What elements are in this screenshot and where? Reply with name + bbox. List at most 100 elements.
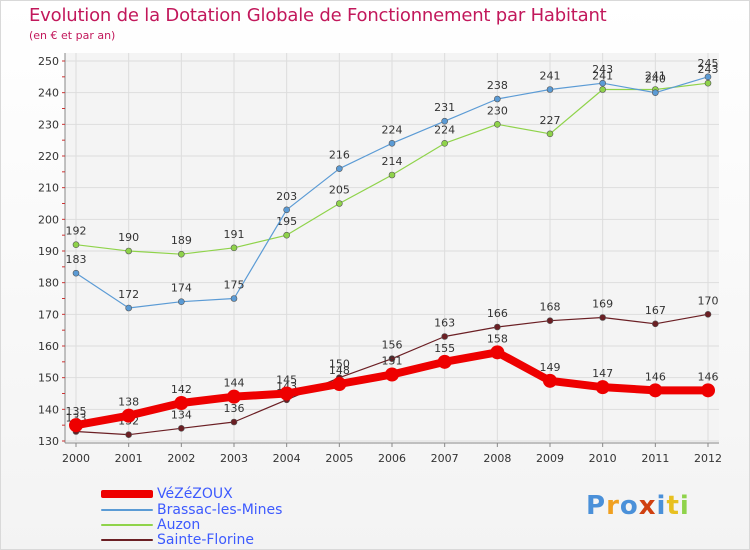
legend-item-brassac-les-mines: Brassac-les-Mines — [101, 502, 282, 518]
data-point-brassac-les-mines — [72, 269, 80, 277]
data-label-vezezoux: 149 — [540, 361, 561, 374]
data-point-vezezoux — [121, 408, 136, 423]
data-point-vezezoux — [595, 380, 610, 395]
data-label-sainte-florine: 163 — [434, 317, 455, 330]
data-label-brassac-les-mines: 172 — [118, 288, 139, 301]
data-point-brassac-les-mines — [178, 298, 185, 305]
legend-label-brassac-les-mines: Brassac-les-Mines — [157, 502, 283, 518]
data-point-sainte-florine — [599, 314, 606, 321]
data-point-vezezoux — [174, 396, 189, 410]
data-label-brassac-les-mines: 216 — [329, 149, 350, 162]
legend-label-auzon: Auzon — [157, 517, 201, 533]
data-label-sainte-florine: 150 — [329, 358, 350, 371]
y-tick-label: 180 — [38, 277, 59, 290]
x-tick-label: 2010 — [589, 452, 617, 465]
data-label-brassac-les-mines: 243 — [592, 63, 613, 76]
y-tick-label: 210 — [38, 182, 59, 195]
y-tick-label: 130 — [38, 435, 59, 448]
data-point-vezezoux — [69, 418, 83, 433]
y-tick-label: 160 — [38, 340, 59, 353]
x-tick-label: 2008 — [483, 452, 511, 465]
data-point-vezezoux — [648, 383, 663, 398]
data-label-brassac-les-mines: 183 — [66, 253, 87, 266]
data-point-brassac-les-mines — [599, 79, 606, 87]
legend-swatch-auzon — [101, 524, 153, 526]
x-tick-label: 2001 — [115, 452, 143, 465]
x-tick-label: 2007 — [431, 452, 459, 465]
data-label-vezezoux: 145 — [276, 374, 297, 387]
data-label-auzon: 243 — [698, 63, 719, 76]
data-label-vezezoux: 135 — [66, 405, 87, 418]
data-label-auzon: 241 — [645, 70, 666, 83]
logo-letter: r — [606, 491, 620, 521]
legend-label-vezezoux: VéZéZOUX — [157, 486, 233, 502]
data-point-vezezoux — [279, 386, 294, 401]
data-label-auzon: 224 — [434, 123, 455, 136]
proxiti-logo: Proxiti — [586, 491, 690, 521]
data-label-brassac-les-mines: 203 — [276, 190, 297, 203]
x-tick-label: 2012 — [694, 452, 722, 465]
y-tick-label: 140 — [38, 403, 59, 416]
data-label-sainte-florine: 167 — [645, 304, 666, 317]
data-point-auzon — [336, 200, 343, 207]
data-label-brassac-les-mines: 238 — [487, 79, 508, 92]
data-label-vezezoux: 144 — [224, 377, 245, 390]
data-label-auzon: 230 — [487, 104, 508, 117]
data-point-vezezoux — [332, 377, 347, 391]
data-label-sainte-florine: 136 — [224, 402, 245, 415]
data-point-vezezoux — [490, 345, 505, 360]
legend-swatch-brassac-les-mines — [101, 509, 153, 511]
data-point-auzon — [125, 247, 132, 255]
data-point-sainte-florine — [441, 333, 448, 340]
data-point-sainte-florine — [230, 418, 238, 426]
logo-letter: t — [666, 491, 680, 521]
data-point-sainte-florine — [652, 320, 659, 328]
data-point-brassac-les-mines — [494, 95, 501, 103]
logo-letter: P — [586, 491, 607, 521]
data-point-brassac-les-mines — [652, 89, 659, 96]
data-label-brassac-les-mines: 175 — [224, 279, 245, 292]
logo-letter: o — [619, 491, 639, 521]
x-tick-label: 2006 — [378, 452, 406, 465]
data-point-brassac-les-mines — [336, 165, 343, 172]
y-tick-label: 240 — [38, 87, 59, 100]
data-label-sainte-florine: 170 — [698, 294, 719, 307]
x-tick-label: 2003 — [220, 452, 248, 465]
data-point-brassac-les-mines — [388, 140, 396, 147]
data-point-auzon — [494, 121, 501, 128]
data-label-brassac-les-mines: 174 — [171, 282, 192, 295]
x-tick-label: 2009 — [536, 452, 564, 465]
legend-label-sainte-florine: Sainte-Florine — [157, 532, 255, 548]
data-label-sainte-florine: 156 — [382, 339, 403, 352]
data-label-auzon: 191 — [224, 228, 245, 241]
y-tick-label: 220 — [38, 150, 59, 163]
data-label-vezezoux: 158 — [487, 332, 508, 345]
data-point-brassac-les-mines — [704, 73, 712, 81]
data-point-brassac-les-mines — [546, 86, 554, 93]
data-label-sainte-florine: 168 — [540, 301, 561, 314]
chart-subtitle: (en € et par an) — [29, 29, 116, 42]
legend-item-sainte-florine: Sainte-Florine — [101, 532, 254, 548]
data-point-sainte-florine — [125, 431, 132, 438]
legend-item-auzon: Auzon — [101, 517, 200, 533]
data-label-auzon: 241 — [592, 70, 613, 83]
data-label-brassac-les-mines: 240 — [645, 73, 666, 86]
data-point-vezezoux — [385, 367, 399, 382]
legend-swatch-sainte-florine — [101, 539, 153, 541]
data-label-sainte-florine: 134 — [171, 408, 192, 421]
y-tick-label: 190 — [38, 245, 59, 258]
chart-title: Evolution de la Dotation Globale de Fonc… — [29, 5, 607, 26]
data-point-sainte-florine — [494, 323, 501, 331]
data-point-sainte-florine — [178, 425, 185, 432]
data-point-vezezoux — [227, 389, 241, 404]
x-tick-label: 2005 — [325, 452, 353, 465]
data-point-auzon — [230, 244, 238, 252]
data-label-auzon: 227 — [540, 114, 561, 127]
data-label-auzon: 189 — [171, 234, 192, 247]
data-point-brassac-les-mines — [125, 304, 132, 312]
logo-letter: i — [656, 491, 667, 521]
x-tick-label: 2002 — [167, 452, 195, 465]
y-tick-label: 200 — [38, 213, 59, 226]
